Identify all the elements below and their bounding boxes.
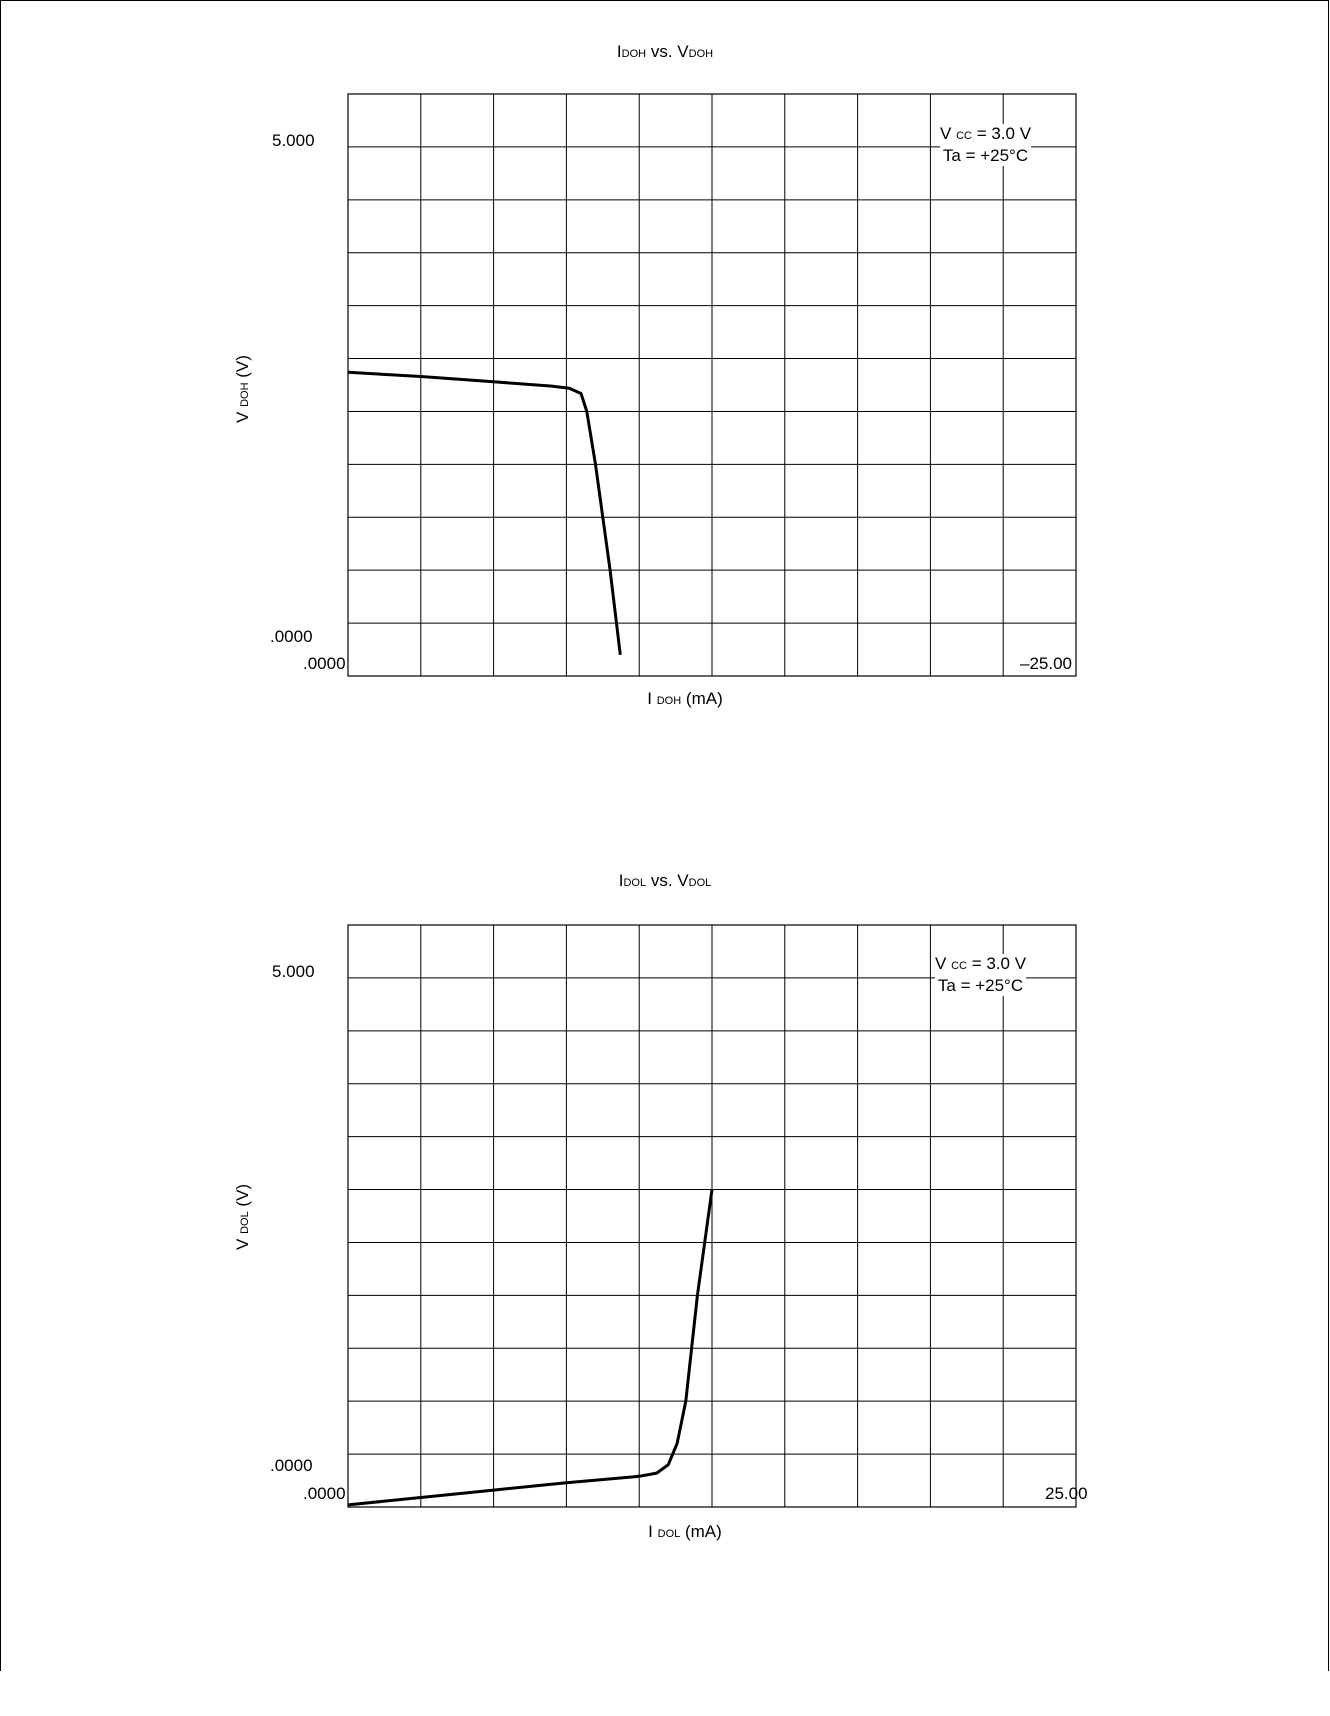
y-axis-label: V DOH (V) xyxy=(233,355,252,423)
legend: V CC = 3.0 V Ta = +25°C xyxy=(935,954,1027,996)
legend-line-ta: Ta = +25°C xyxy=(937,976,1024,995)
y-axis-label: V DOL (V) xyxy=(233,1183,252,1250)
y-tick-label-top: 5.000 xyxy=(272,131,315,150)
legend-line-ta: Ta = +25°C xyxy=(942,146,1029,165)
x-axis-label: I DOL (mA) xyxy=(648,1522,722,1541)
x-tick-label-left: .0000 xyxy=(303,1484,346,1503)
plot-area xyxy=(347,924,1077,1508)
legend-line-vcc: V CC = 3.0 V xyxy=(935,954,1027,973)
y-tick-label-top: 5.000 xyxy=(272,962,315,981)
legend-line-vcc: V CC = 3.0 V xyxy=(940,124,1032,143)
x-axis-label: I DOH (mA) xyxy=(647,689,723,708)
chart-title: IDOH vs. VDOH xyxy=(616,42,714,61)
legend: V CC = 3.0 V Ta = +25°C xyxy=(940,124,1032,166)
x-tick-label-left: .0000 xyxy=(303,654,346,673)
x-tick-label-right: 25.00 xyxy=(1045,1484,1088,1503)
grid xyxy=(347,924,1077,1508)
chart-idol-vs-vdol: IDOL vs. VDOL V CC = 3.0 V Ta = +25°C 5.… xyxy=(0,871,1330,1716)
plot-area xyxy=(347,93,1077,677)
series-line xyxy=(347,370,622,655)
y-tick-label-bottom: .0000 xyxy=(270,1456,313,1475)
y-tick-label-bottom: .0000 xyxy=(270,627,313,646)
chart-title: IDOL vs. VDOL xyxy=(618,871,712,890)
grid xyxy=(347,93,1077,677)
chart-idoh-vs-vdoh: IDOH vs. VDOH V CC = 3.0 V Ta = +25°C 5.… xyxy=(0,0,1330,836)
series-line xyxy=(347,1189,714,1507)
x-tick-label-right: –25.00 xyxy=(1020,654,1072,673)
page-frame xyxy=(0,0,1329,1671)
